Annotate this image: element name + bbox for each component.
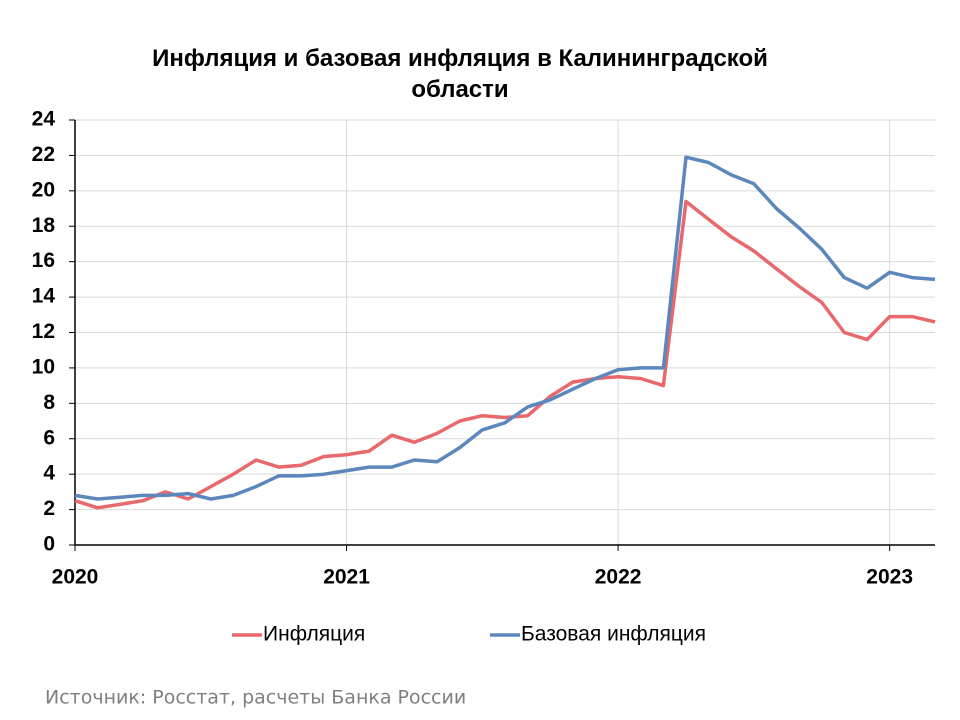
y-tick-label: 16: [32, 249, 55, 272]
x-tick-label: 2020: [52, 566, 99, 589]
series-line: [74, 199, 936, 510]
title-line: области: [411, 76, 508, 103]
y-tick-label: 6: [43, 426, 55, 449]
y-tick-label: 2: [43, 497, 55, 520]
y-tick-label: 22: [32, 143, 55, 166]
y-tick-label: 4: [43, 462, 55, 485]
y-tick-label: 14: [32, 285, 56, 308]
y-tick-label: 10: [32, 355, 55, 378]
legend-label: Инфляция: [263, 623, 365, 646]
title-line: Инфляция и базовая инфляция в Калинингра…: [152, 45, 768, 72]
y-tick-label: 12: [32, 320, 55, 343]
x-tick-label: 2023: [866, 566, 913, 589]
legend-label: Базовая инфляция: [521, 623, 706, 646]
y-tick-label: 0: [43, 533, 55, 556]
chart-title: Инфляция и базовая инфляция в Калинингра…: [152, 45, 768, 103]
y-tick-label: 24: [32, 108, 56, 131]
x-tick-label: 2021: [323, 566, 370, 589]
y-tick-label: 18: [32, 214, 56, 237]
y-tick-label: 8: [43, 391, 55, 414]
series-line: [74, 155, 936, 501]
source-note: Источник: Росстат, расчеты Банка России: [45, 687, 466, 709]
y-tick-label: 20: [32, 178, 55, 201]
x-tick-label: 2022: [595, 566, 642, 589]
